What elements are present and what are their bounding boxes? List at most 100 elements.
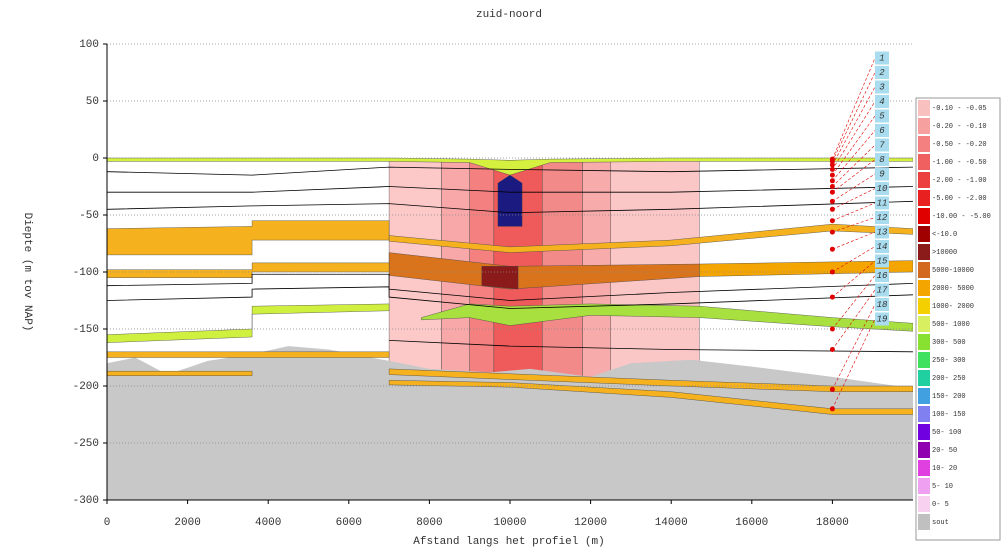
chart-title: zuid-noord — [476, 9, 542, 21]
x-tick-label: 2000 — [174, 517, 200, 529]
borehole-link — [832, 260, 876, 298]
legend-swatch — [918, 460, 930, 476]
y-axis-label: Diepte (m tov NAP) — [21, 213, 33, 332]
borehole-label: 15 — [877, 256, 888, 266]
x-tick-label: 8000 — [416, 517, 442, 529]
borehole-label: 11 — [877, 198, 888, 208]
legend-swatch — [918, 388, 930, 404]
borehole-point — [829, 326, 835, 332]
legend-swatch — [918, 352, 930, 368]
borehole-label: 19 — [877, 314, 888, 324]
x-tick-label: 6000 — [336, 517, 362, 529]
legend-label: -0.20 - -0.10 — [932, 123, 987, 131]
legend-label: 500- 1000 — [932, 321, 970, 329]
x-tick-label: 0 — [104, 517, 111, 529]
borehole-label-box — [875, 66, 889, 79]
borehole-label: 5 — [879, 111, 885, 121]
legend-swatch — [918, 280, 930, 296]
borehole-label-box — [875, 167, 889, 181]
layer-boundary — [107, 200, 913, 214]
borehole-label-box — [875, 138, 889, 152]
legend-label: 250- 300 — [932, 357, 966, 365]
legend-label: 1000- 2000 — [932, 303, 974, 311]
x-tick-label: 12000 — [574, 517, 607, 529]
x-tick-label: 14000 — [655, 517, 688, 529]
borehole-point — [829, 406, 835, 412]
legend-label: 5- 10 — [932, 483, 953, 491]
layer-boundary — [389, 340, 913, 353]
borehole-link — [832, 304, 876, 390]
borehole-label-box — [875, 254, 889, 268]
borehole-point — [829, 189, 835, 195]
borehole-link — [832, 231, 876, 250]
x-tick-label: 4000 — [255, 517, 281, 529]
legend-label: -1.00 - -0.50 — [932, 159, 987, 167]
legend-swatch — [918, 262, 930, 278]
legend-label: 100- 150 — [932, 411, 966, 419]
borehole-label: 16 — [877, 271, 888, 281]
legend-swatch — [918, 316, 930, 332]
borehole-link — [832, 101, 876, 170]
borehole-label: 12 — [877, 213, 888, 223]
borehole-link — [832, 86, 876, 165]
borehole-link — [832, 217, 876, 233]
borehole-label-box — [875, 211, 889, 224]
borehole-point — [829, 198, 835, 204]
y-tick-label: 50 — [86, 96, 99, 108]
borehole-link — [832, 318, 876, 409]
borehole-point — [829, 184, 835, 189]
borehole-label-box — [875, 153, 889, 166]
legend-swatch — [918, 298, 930, 314]
legend-swatch — [918, 154, 930, 170]
borehole-point — [829, 172, 835, 178]
borehole-point — [829, 386, 835, 392]
legend-label: -10.00 - -5.00 — [932, 213, 991, 221]
borehole-point — [829, 347, 835, 353]
borehole-point — [829, 229, 835, 235]
borehole-label-box — [875, 80, 889, 94]
borehole-label: 10 — [877, 184, 888, 194]
layer-boundary — [107, 166, 913, 176]
layer-boundary — [107, 273, 913, 301]
layer-region — [497, 174, 523, 227]
layer-region — [388, 223, 913, 253]
layer-boundary — [107, 186, 913, 193]
layer-region — [388, 380, 913, 415]
legend-swatch — [918, 478, 930, 494]
legend-swatch — [918, 496, 930, 512]
legend-label: -2.00 - -1.00 — [932, 177, 987, 185]
legend-label: -5.00 - -2.00 — [932, 195, 987, 203]
borehole-point — [829, 166, 835, 172]
y-tick-label: -100 — [73, 267, 99, 279]
borehole-point — [829, 218, 835, 224]
borehole-label-box — [875, 109, 889, 123]
borehole-label: 4 — [879, 97, 884, 107]
y-tick-label: -200 — [73, 381, 99, 393]
borehole-link — [832, 246, 876, 273]
legend-label: 5000-10000 — [932, 267, 974, 275]
borehole-label-box — [875, 51, 889, 65]
borehole-label-box — [875, 95, 889, 108]
borehole-link — [832, 72, 876, 162]
y-tick-label: -300 — [73, 495, 99, 507]
x-axis-label: Afstand langs het profiel (m) — [413, 536, 604, 548]
borehole-link — [832, 289, 876, 350]
borehole-label: 1 — [879, 53, 884, 63]
x-tick-label: 16000 — [735, 517, 768, 529]
legend-swatch — [918, 136, 930, 152]
y-tick-label: -50 — [79, 210, 99, 222]
borehole-point — [829, 162, 835, 168]
legend-swatch — [918, 514, 930, 530]
borehole-label-box — [875, 283, 889, 297]
y-tick-label: -250 — [73, 438, 99, 450]
legend-label: >10000 — [932, 249, 957, 257]
borehole-link — [832, 173, 876, 202]
layer-region — [107, 370, 253, 376]
legend-swatch — [918, 208, 930, 224]
borehole-label: 6 — [879, 126, 885, 136]
layer-region — [481, 266, 519, 290]
borehole-label-box — [875, 196, 889, 210]
borehole-label-box — [875, 182, 889, 195]
legend-swatch — [918, 172, 930, 188]
